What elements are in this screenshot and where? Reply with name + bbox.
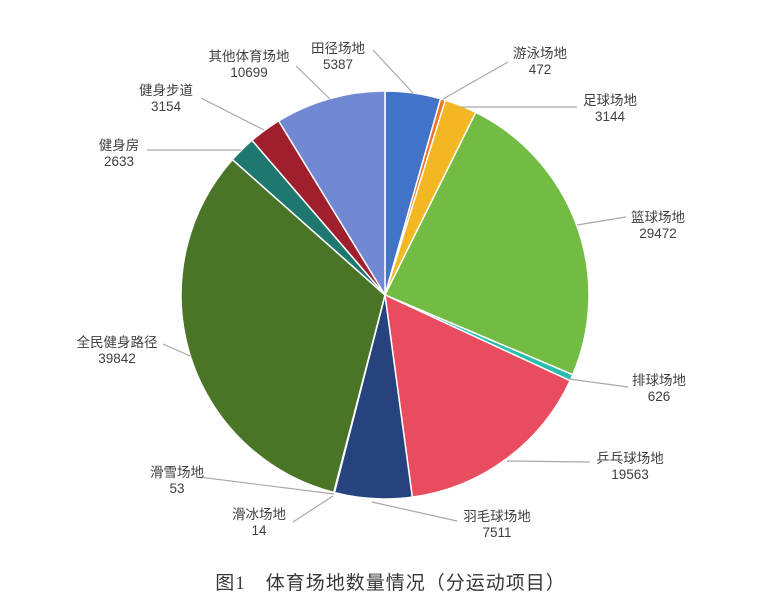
slice-label-4: 篮球场地 29472	[631, 210, 685, 241]
slice-label-8: 滑冰场地 14	[232, 507, 286, 538]
slice-label-12: 健身步道 3154	[139, 83, 193, 114]
slice-label-1: 田径场地 5387	[311, 41, 365, 72]
leader-line-1	[372, 49, 414, 94]
leader-line-2	[442, 61, 509, 100]
leader-line-4	[576, 216, 627, 226]
slice-label-10: 全民健身路径 39842	[77, 334, 158, 366]
slice-label-6: 乒乓球场地 19563	[596, 451, 664, 482]
leader-line-7	[371, 501, 458, 522]
leader-line-12	[200, 97, 265, 131]
slice-label-2: 游泳场地 472	[513, 46, 567, 77]
slice-label-7: 羽毛球场地 7511	[463, 509, 531, 540]
pie-slice-4	[384, 111, 590, 376]
slice-label-13: 其他体育场地 10699	[209, 49, 290, 80]
slice-label-3: 足球场地 3144	[583, 93, 637, 124]
leader-line-13	[295, 65, 331, 100]
slice-label-5: 排球场地 626	[632, 373, 686, 404]
leader-line-10	[162, 343, 191, 357]
slice-label-9: 滑雪场地 53	[150, 465, 204, 496]
slice-label-11: 健身房 2633	[99, 138, 140, 169]
pie-slice-10	[180, 158, 386, 494]
leader-line-8	[292, 495, 334, 523]
leader-line-5	[568, 378, 629, 388]
figure-caption: 图1 体育场地数量情况（分运动项目）	[215, 573, 566, 594]
leader-line-6	[506, 460, 591, 463]
leader-line-9	[198, 476, 335, 495]
pie-slice-6	[384, 294, 571, 498]
